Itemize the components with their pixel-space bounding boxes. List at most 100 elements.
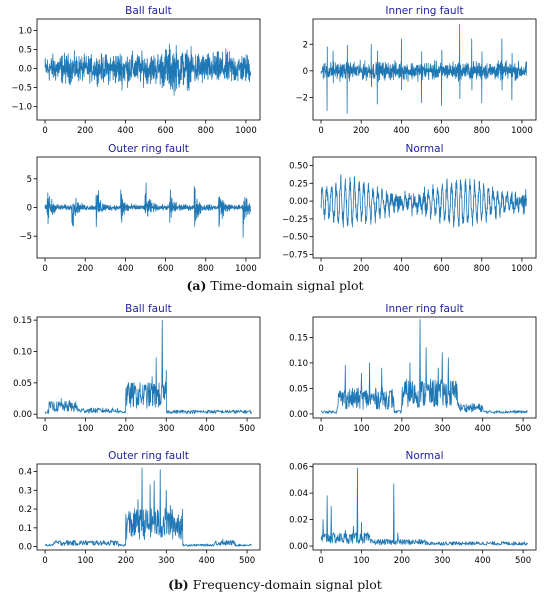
y-tick-label: −0.75 bbox=[282, 250, 308, 260]
y-tick-label: −0.25 bbox=[282, 215, 308, 225]
plot-frame bbox=[312, 156, 537, 259]
x-tick-label: 200 bbox=[118, 556, 134, 566]
y-tick-label: 0.05 bbox=[289, 384, 308, 394]
y-tick-label: −0.5 bbox=[11, 84, 32, 94]
y-tick-label: −1.0 bbox=[11, 103, 32, 113]
x-tick-label: 300 bbox=[158, 556, 174, 566]
x-tick-label: 200 bbox=[353, 126, 369, 136]
x-tick-label: 400 bbox=[117, 264, 133, 274]
x-tick-label: 0 bbox=[318, 264, 323, 274]
chart-title: Normal bbox=[406, 450, 444, 462]
x-tick-label: 400 bbox=[475, 556, 491, 566]
y-tick-label: 0.50 bbox=[289, 162, 308, 172]
x-tick-label: 600 bbox=[433, 264, 449, 274]
y-tick-label: 0.06 bbox=[289, 463, 308, 473]
x-tick-label: 800 bbox=[198, 126, 214, 136]
y-tick-label: 0.00 bbox=[289, 197, 308, 207]
x-tick-label: 500 bbox=[515, 556, 531, 566]
y-tick-label: −2 bbox=[295, 93, 308, 103]
x-tick-label: 1000 bbox=[235, 264, 257, 274]
plot-frame bbox=[36, 316, 261, 419]
x-tick-label: 100 bbox=[353, 556, 369, 566]
x-tick-label: 300 bbox=[158, 424, 174, 434]
x-tick-label: 800 bbox=[474, 126, 490, 136]
y-tick-label: 0.10 bbox=[289, 359, 308, 369]
series-line bbox=[320, 467, 528, 546]
chart-panel-4: Normal 0 200 400 600 800 1000 −0.75 −0.50 −0.25 0.… bbox=[282, 143, 537, 274]
x-tick-label: 1000 bbox=[511, 264, 533, 274]
x-tick-label: 0 bbox=[42, 556, 47, 566]
chart-title: Normal bbox=[406, 143, 444, 155]
chart-panel-5: Ball fault 0 100 200 300 400 500 0.00 0.05 0.10 0.… bbox=[13, 303, 261, 434]
y-tick-label: 1.0 bbox=[18, 26, 32, 36]
x-tick-label: 0 bbox=[42, 424, 47, 434]
y-tick-label: 0.5 bbox=[18, 45, 32, 55]
x-tick-label: 200 bbox=[118, 424, 134, 434]
y-tick-label: 0.04 bbox=[289, 489, 308, 499]
x-tick-label: 600 bbox=[433, 126, 449, 136]
plot-frame bbox=[312, 463, 537, 551]
x-tick-label: 200 bbox=[353, 264, 369, 274]
series-line bbox=[320, 23, 527, 114]
x-tick-label: 400 bbox=[199, 424, 215, 434]
y-tick-label: 0.0 bbox=[18, 543, 32, 553]
x-tick-label: 200 bbox=[394, 556, 410, 566]
y-tick-label: 0.02 bbox=[289, 516, 308, 526]
x-tick-label: 400 bbox=[475, 424, 491, 434]
chart-title: Outer ring fault bbox=[108, 143, 189, 155]
y-tick-label: 0.15 bbox=[289, 333, 308, 343]
x-tick-label: 0 bbox=[42, 264, 47, 274]
x-tick-label: 100 bbox=[77, 424, 93, 434]
x-tick-label: 1000 bbox=[511, 126, 533, 136]
series-line bbox=[44, 182, 251, 238]
x-tick-label: 200 bbox=[77, 264, 93, 274]
chart-title: Inner ring fault bbox=[385, 5, 463, 17]
caption-frequency-domain: (b) Frequency-domain signal plot bbox=[0, 577, 550, 592]
y-tick-label: −5 bbox=[19, 232, 32, 242]
y-tick-label: 0.0 bbox=[18, 65, 32, 75]
y-tick-label: 0.00 bbox=[289, 410, 308, 420]
series-line bbox=[44, 43, 251, 96]
x-tick-label: 200 bbox=[394, 424, 410, 434]
x-tick-label: 0 bbox=[318, 126, 323, 136]
x-tick-label: 500 bbox=[239, 424, 255, 434]
y-tick-label: 0.4 bbox=[18, 468, 32, 478]
plot-frame bbox=[312, 316, 537, 419]
caption-time-domain: (a) Time-domain signal plot bbox=[0, 278, 550, 293]
x-tick-label: 0 bbox=[42, 126, 47, 136]
y-tick-label: 0.2 bbox=[18, 505, 32, 515]
x-tick-label: 400 bbox=[117, 126, 133, 136]
x-tick-label: 800 bbox=[198, 264, 214, 274]
y-tick-label: 0 bbox=[303, 67, 308, 77]
x-tick-label: 400 bbox=[393, 126, 409, 136]
x-tick-label: 600 bbox=[157, 126, 173, 136]
plot-frame bbox=[312, 18, 537, 121]
y-tick-label: 0.10 bbox=[13, 348, 32, 358]
y-tick-label: 0.05 bbox=[13, 379, 32, 389]
series-line bbox=[320, 174, 527, 228]
series-line bbox=[320, 319, 528, 414]
caption-a-text: Time-domain signal plot bbox=[206, 278, 364, 293]
y-tick-label: 0.15 bbox=[13, 316, 32, 326]
chart-panel-3: Outer ring fault 0 200 400 600 800 1000 −5 0 5 bbox=[19, 143, 261, 274]
y-tick-label: −0.50 bbox=[282, 233, 308, 243]
x-tick-label: 400 bbox=[199, 556, 215, 566]
x-tick-label: 100 bbox=[77, 556, 93, 566]
caption-b-text: Frequency-domain signal plot bbox=[188, 577, 382, 592]
x-tick-label: 100 bbox=[353, 424, 369, 434]
y-tick-label: 0.00 bbox=[13, 410, 32, 420]
y-tick-label: 0 bbox=[27, 204, 32, 214]
series-line bbox=[44, 319, 252, 414]
y-tick-label: 0.1 bbox=[18, 524, 32, 534]
x-tick-label: 500 bbox=[515, 424, 531, 434]
plot-frame bbox=[36, 463, 261, 551]
x-tick-label: 300 bbox=[434, 424, 450, 434]
chart-panel-8: Normal 0 100 200 300 400 500 0.00 0.02 0.04 0.06 bbox=[289, 450, 537, 566]
x-tick-label: 500 bbox=[239, 556, 255, 566]
chart-title: Ball fault bbox=[125, 5, 172, 17]
chart-title: Inner ring fault bbox=[385, 303, 463, 315]
caption-a-letter: (a) bbox=[186, 278, 207, 293]
plot-frame bbox=[36, 18, 261, 121]
x-tick-label: 300 bbox=[434, 556, 450, 566]
